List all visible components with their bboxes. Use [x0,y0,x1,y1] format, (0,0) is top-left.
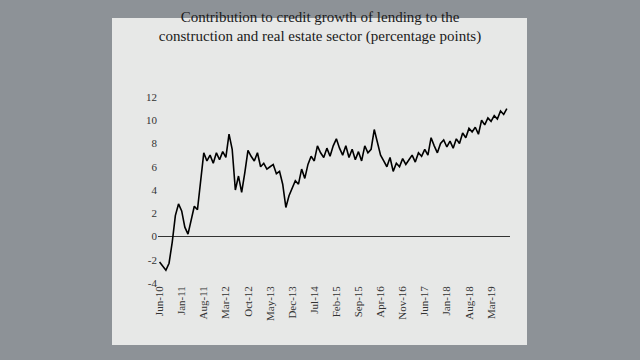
svg-text:Jun-10: Jun-10 [153,286,165,316]
svg-text:-4: -4 [148,277,158,289]
svg-text:Jan-18: Jan-18 [440,286,452,316]
svg-text:Feb-15: Feb-15 [330,286,342,318]
svg-text:Sep-15: Sep-15 [352,286,364,318]
svg-text:Apr-16: Apr-16 [374,286,386,318]
svg-text:Contribution to credit growth: Contribution to credit growth of lending… [159,9,481,46]
svg-text:Jan-11: Jan-11 [175,286,187,315]
svg-text:10: 10 [146,114,158,126]
svg-text:Jul-14: Jul-14 [308,286,320,314]
svg-text:Jun-17: Jun-17 [418,286,430,316]
svg-text:May-13: May-13 [264,286,276,321]
svg-text:Nov-16: Nov-16 [396,286,408,320]
svg-text:8: 8 [152,137,158,149]
svg-text:-2: -2 [148,254,157,266]
svg-text:6: 6 [152,161,158,173]
svg-text:Mar-12: Mar-12 [219,286,231,319]
svg-text:2: 2 [152,207,158,219]
svg-text:Aug-11: Aug-11 [197,286,209,319]
svg-text:Aug-18: Aug-18 [463,286,475,320]
svg-text:Oct-12: Oct-12 [242,286,254,317]
svg-text:4: 4 [152,184,158,196]
svg-text:12: 12 [146,91,157,103]
svg-text:Dec-13: Dec-13 [286,286,298,319]
svg-text:Mar-19: Mar-19 [485,286,497,319]
svg-text:0: 0 [152,230,158,242]
